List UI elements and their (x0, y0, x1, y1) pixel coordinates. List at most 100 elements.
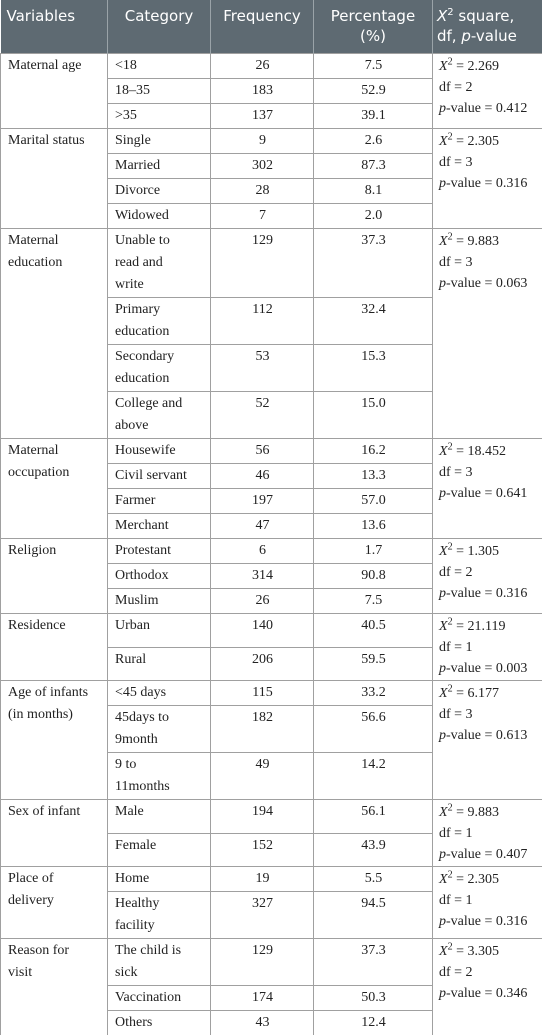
frequency-cell: 52 (210, 391, 314, 439)
superscript: 2 (447, 131, 453, 143)
chi-symbol: X (439, 134, 448, 149)
chi-value: = 2.305 (452, 872, 499, 887)
table-row: Maternal age <18 26 7.5 X2 = 2.269 df = 2 p-va… (0, 53, 542, 129)
chi-line: X2 = 2.305 (439, 131, 540, 152)
frequency-cell: 26 (210, 588, 314, 614)
superscript: 2 (447, 7, 454, 18)
frequency-cell: 19 (210, 866, 314, 892)
stat-cell: X2 = 2.269 df = 2 p-value = 0.412 (432, 53, 542, 129)
p-symbol: p (461, 27, 471, 45)
frequency-cell: 197 (210, 488, 314, 514)
category-cell: Merchant (107, 513, 211, 539)
category-cell: Others (107, 1010, 211, 1035)
frequency-cell: 194 (210, 799, 314, 834)
percentage-cell: 1.7 (313, 538, 433, 564)
frequency-cell: 6 (210, 538, 314, 564)
p-line: p-value = 0.063 (439, 273, 540, 294)
variable-cell: Religion (0, 538, 108, 614)
table-row: 45days to 9month 182 56.6 (1, 705, 542, 753)
percentage-cell: 8.1 (313, 178, 433, 204)
df-line: df = 3 (439, 707, 473, 722)
chi-symbol: X (439, 234, 448, 249)
percentage-cell: 57.0 (313, 488, 433, 514)
category-cell: Rural (107, 646, 211, 681)
frequency-cell: 53 (210, 344, 314, 392)
category-cell: Married (107, 153, 211, 179)
category-cell: >35 (107, 103, 211, 129)
p-value: -value = 0.346 (446, 986, 528, 1001)
frequency-cell: 129 (210, 938, 314, 986)
table-row: Civil servant 46 13.3 (1, 463, 542, 489)
percentage-cell: 15.3 (313, 344, 433, 392)
p-symbol: p (439, 661, 446, 676)
table-row: Religion Protestant 6 1.7 X2 = 1.305 df = 2 p-… (0, 538, 542, 614)
chi-value: = 9.883 (452, 234, 499, 249)
percentage-cell: 2.6 (313, 128, 433, 154)
df-line: df = 1 (439, 640, 473, 655)
percentage-cell: 59.5 (313, 646, 433, 681)
p-value: -value = 0.412 (446, 101, 528, 116)
p-symbol: p (439, 176, 446, 191)
p-value: -value = 0.316 (446, 586, 528, 601)
chi-line: X2 = 21.119 (439, 616, 540, 637)
category-cell: Primary education (107, 297, 211, 345)
percentage-cell: 39.1 (313, 103, 433, 129)
stat-cell: X2 = 9.883 df = 1 p-value = 0.407 (432, 799, 542, 867)
frequency-cell: 140 (210, 613, 314, 648)
chi-value: = 9.883 (452, 805, 499, 820)
table-row: Widowed 7 2.0 (1, 203, 542, 229)
stat-cell: X2 = 1.305 df = 2 p-value = 0.316 (432, 538, 542, 614)
variable-cell: Marital status (0, 128, 108, 229)
chi-line: X2 = 2.305 (439, 869, 540, 890)
df-line: df = 3 (439, 465, 473, 480)
chi-value: = 2.305 (452, 134, 499, 149)
chi-line: X2 = 9.883 (439, 802, 540, 823)
chi-value: = 2.269 (452, 59, 499, 74)
frequency-cell: 327 (210, 891, 314, 939)
percentage-cell: 33.2 (313, 680, 433, 706)
table-row: Female 152 43.9 (1, 832, 542, 867)
df-line: df = 2 (439, 965, 473, 980)
p-value: -value = 0.316 (446, 914, 528, 929)
chi-line: X2 = 9.883 (439, 231, 540, 252)
frequency-cell: 112 (210, 297, 314, 345)
table-body: Maternal age <18 26 7.5 X2 = 2.269 df = 2 p-va… (0, 53, 542, 1035)
frequency-cell: 49 (210, 752, 314, 800)
header-cell: Percentage (%) (313, 0, 433, 54)
header-row: Variables Category Frequency Percentage … (0, 0, 542, 54)
category-cell: Urban (107, 613, 211, 648)
frequency-cell: 183 (210, 78, 314, 104)
p-symbol: p (439, 486, 446, 501)
category-cell: Female (107, 832, 211, 867)
frequency-cell: 47 (210, 513, 314, 539)
stat-cell: X2 = 3.305 df = 2 p-value = 0.346 (432, 938, 542, 1035)
header-cell: Category (107, 0, 211, 54)
frequency-cell: 182 (210, 705, 314, 753)
frequency-cell: 302 (210, 153, 314, 179)
chi-symbol: X (439, 59, 448, 74)
category-cell: Muslim (107, 588, 211, 614)
chi-symbol: X (439, 686, 448, 701)
percentage-cell: 87.3 (313, 153, 433, 179)
category-cell: Civil servant (107, 463, 211, 489)
category-cell: Protestant (107, 538, 211, 564)
header-cell: X2 square, df, p-value (432, 0, 542, 54)
table-row: Place of delivery Home 19 5.5 X2 = 2.305 df =… (0, 866, 542, 939)
stat-cell: X2 = 9.883 df = 3 p-value = 0.063 (432, 228, 542, 439)
frequency-cell: 43 (210, 1010, 314, 1035)
table-row: Healthy facility 327 94.5 (1, 891, 542, 939)
percentage-cell: 40.5 (313, 613, 433, 648)
category-cell: Healthy facility (107, 891, 211, 939)
percentage-cell: 94.5 (313, 891, 433, 939)
superscript: 2 (447, 683, 453, 695)
table-row: Sex of infant Male 194 56.1 X2 = 9.883 df = 1… (0, 799, 542, 867)
stat-cell: X2 = 6.177 df = 3 p-value = 0.613 (432, 680, 542, 800)
table-row: Marital status Single 9 2.6 X2 = 2.305 df = 3… (0, 128, 542, 229)
table-row: Orthodox 314 90.8 (1, 563, 542, 589)
frequency-cell: 46 (210, 463, 314, 489)
p-line: p-value = 0.316 (439, 173, 540, 194)
p-symbol: p (439, 986, 446, 1001)
superscript: 2 (447, 56, 453, 68)
chi-line: X2 = 6.177 (439, 683, 540, 704)
table-row: Others 43 12.4 (1, 1010, 542, 1035)
